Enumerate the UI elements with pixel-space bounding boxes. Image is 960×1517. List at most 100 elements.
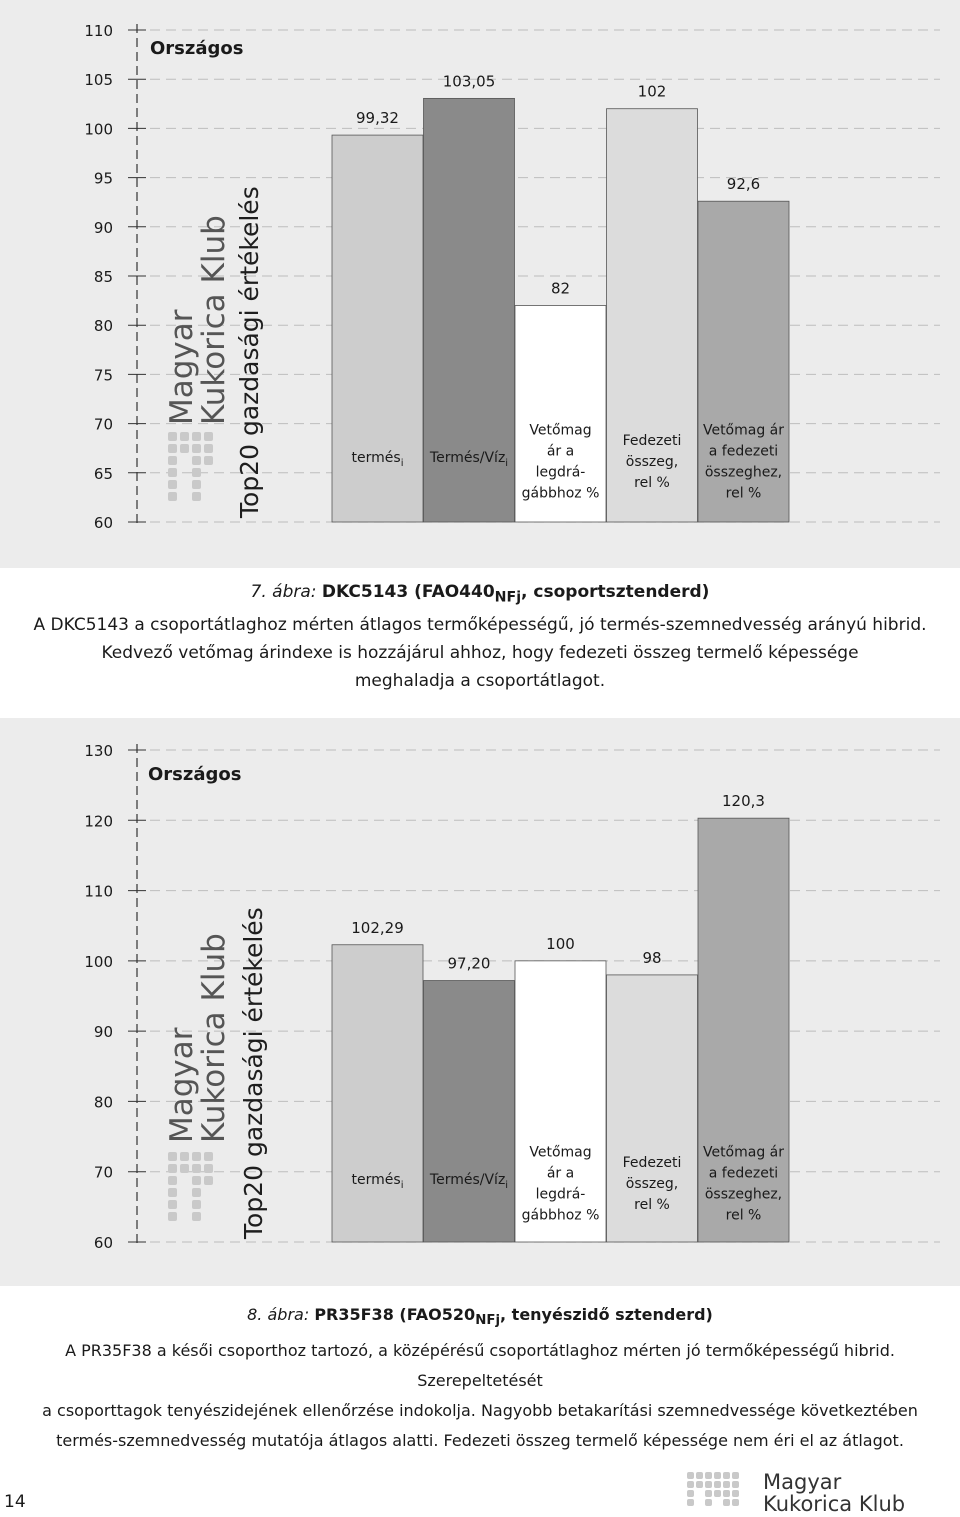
category-label: Fedezeti összeg, rel % (623, 1155, 682, 1213)
category-label-main: Termés/Víz (429, 450, 505, 466)
figure-8-title-sub: NFj (475, 1313, 501, 1329)
footer-logo-block (705, 1481, 712, 1488)
chart-title: Országos (148, 764, 241, 785)
footer-logo-block (705, 1472, 712, 1479)
figure-8-title-line: 8. ábra: PR35F38 (FAO520NFj, tenyészidő … (0, 1300, 960, 1336)
watermark-logo-block (180, 444, 189, 453)
watermark-logo-block (204, 444, 213, 453)
watermark-logo-block (180, 1152, 189, 1161)
figure-8-title-rest: , tenyészidő sztenderd) (500, 1305, 713, 1324)
watermark-logo-block (192, 444, 201, 453)
watermark-logo-block (192, 1212, 201, 1221)
footer-logo-block (705, 1490, 712, 1497)
footer-logo-block (687, 1499, 694, 1506)
watermark-logo-block (168, 480, 177, 489)
data-label: 98 (642, 949, 661, 967)
category-label-sub: i (401, 458, 404, 469)
watermark-line-3: Top20 gazdasági értékelés (239, 907, 268, 1240)
data-label: 82 (551, 280, 570, 298)
y-tick-label: 80 (94, 1093, 113, 1111)
figure-8-title-main: PR35F38 (FAO520 (314, 1305, 476, 1324)
category-label-line: rel % (726, 486, 762, 502)
y-tick-label: 80 (94, 317, 113, 335)
category-label: Termés/Vízi (429, 450, 508, 469)
watermark-line-1: Magyar (164, 1027, 200, 1143)
category-label: Vetőmag ár a fedezeti összeghez, rel % (703, 1145, 784, 1224)
category-label: Termés/Vízi (429, 1172, 508, 1191)
bar (423, 97, 515, 523)
footer-logo-blocks (687, 1472, 739, 1506)
footer-logo-line-2: Kukorica Klub (763, 1492, 905, 1514)
watermark-logo-blocks (168, 432, 213, 501)
chart-panel-1: 110 105 100 95 90 85 80 75 70 65 60 Országos Magyar K… (0, 0, 960, 568)
category-label-line: rel % (634, 1197, 670, 1213)
figure-7-text-line-1: A DKC5143 a csoportátlaghoz mérten átlag… (33, 615, 927, 636)
watermark-logo-block (168, 456, 177, 465)
footer-logo-block (732, 1490, 739, 1497)
figure-8-lead: 8. ábra: (247, 1305, 310, 1324)
data-label: 97,20 (448, 955, 491, 973)
category-label-line: a fedezeti (709, 444, 778, 460)
y-tick-label: 105 (84, 71, 113, 89)
figure-7-title-sub: NFj (494, 589, 522, 606)
watermark-logo-block (180, 432, 189, 441)
footer-logo-block (705, 1499, 712, 1506)
data-label: 99,32 (356, 109, 399, 127)
y-tick-label: 130 (84, 742, 113, 760)
category-label-line: összeg, (626, 1176, 678, 1192)
category-label-sub: i (505, 458, 508, 469)
watermark-logo-block (168, 1212, 177, 1221)
figure-8-text-line-3: termés-szemnedvesség mutatója átlagos al… (56, 1431, 904, 1451)
category-label-sub: i (505, 1180, 508, 1191)
figure-7-text-line-3: meghaladja a csoportátlagot. (354, 671, 606, 692)
watermark-logo-block (192, 1164, 201, 1173)
category-label: Vetőmag ár a legdrá-gábbhoz % (522, 423, 600, 502)
y-tick-label: 90 (94, 1023, 113, 1041)
figure-8-text-line-1: A PR35F38 a késői csoporthoz tartozó, a … (65, 1341, 895, 1391)
figure-8-caption: 8. ábra: PR35F38 (FAO520NFj, tenyészidő … (0, 1300, 960, 1456)
category-label-line: Vetőmag (529, 423, 591, 439)
category-label-main: termés (352, 1172, 401, 1188)
category-label-line: gábbhoz % (522, 1208, 600, 1224)
category-label-line: ár a (547, 1166, 574, 1182)
y-tick-label: 100 (84, 953, 113, 971)
category-label-line: Fedezeti (623, 433, 682, 449)
watermark-logo-block (192, 468, 201, 477)
footer-logo-block (687, 1481, 694, 1488)
category-label-line: Fedezeti (623, 1155, 682, 1171)
category-label-line: legdrá- (536, 1187, 586, 1203)
footer-logo-block (687, 1490, 694, 1497)
chart-panel-2: 130 120 110 100 90 80 70 60 Országos Magyar Kukori… (0, 718, 960, 1286)
y-tick-label: 100 (84, 120, 113, 138)
watermark-logo-block (168, 1200, 177, 1209)
watermark-logo-block (168, 1164, 177, 1173)
figure-7-title-main: DKC5143 (FAO440 (321, 582, 495, 602)
footer-logo-block (714, 1490, 721, 1497)
footer-logo-block (696, 1481, 703, 1488)
bar (331, 134, 424, 523)
y-tick-label: 110 (84, 883, 113, 901)
footer-logo-block (696, 1472, 703, 1479)
watermark-logo-block (204, 1152, 213, 1161)
figure-7-title-line: 7. ábra: DKC5143 (FAO440NFj, csoportszte… (0, 578, 960, 611)
watermark-logo-block (204, 432, 213, 441)
watermark-logo-block (192, 492, 201, 501)
figure-8-title: PR35F38 (FAO520NFj, tenyészidő sztenderd… (314, 1305, 713, 1328)
category-label-line: Vetőmag ár (703, 423, 784, 439)
watermark-logo-block (192, 432, 201, 441)
category-label-line: gábbhoz % (522, 486, 600, 502)
bar (423, 980, 515, 1243)
y-tick-label: 60 (94, 514, 113, 532)
category-label-line: rel % (726, 1208, 762, 1224)
watermark-logo-block (192, 456, 201, 465)
data-label: 102 (638, 83, 667, 101)
footer-logo-block (687, 1472, 694, 1479)
chart-title: Országos (150, 38, 243, 59)
data-label: 102,29 (351, 919, 404, 937)
footer-logo-block (723, 1499, 730, 1506)
category-label-line: ár a (547, 444, 574, 460)
bar (606, 974, 698, 1243)
watermark-logo-block (192, 1176, 201, 1185)
